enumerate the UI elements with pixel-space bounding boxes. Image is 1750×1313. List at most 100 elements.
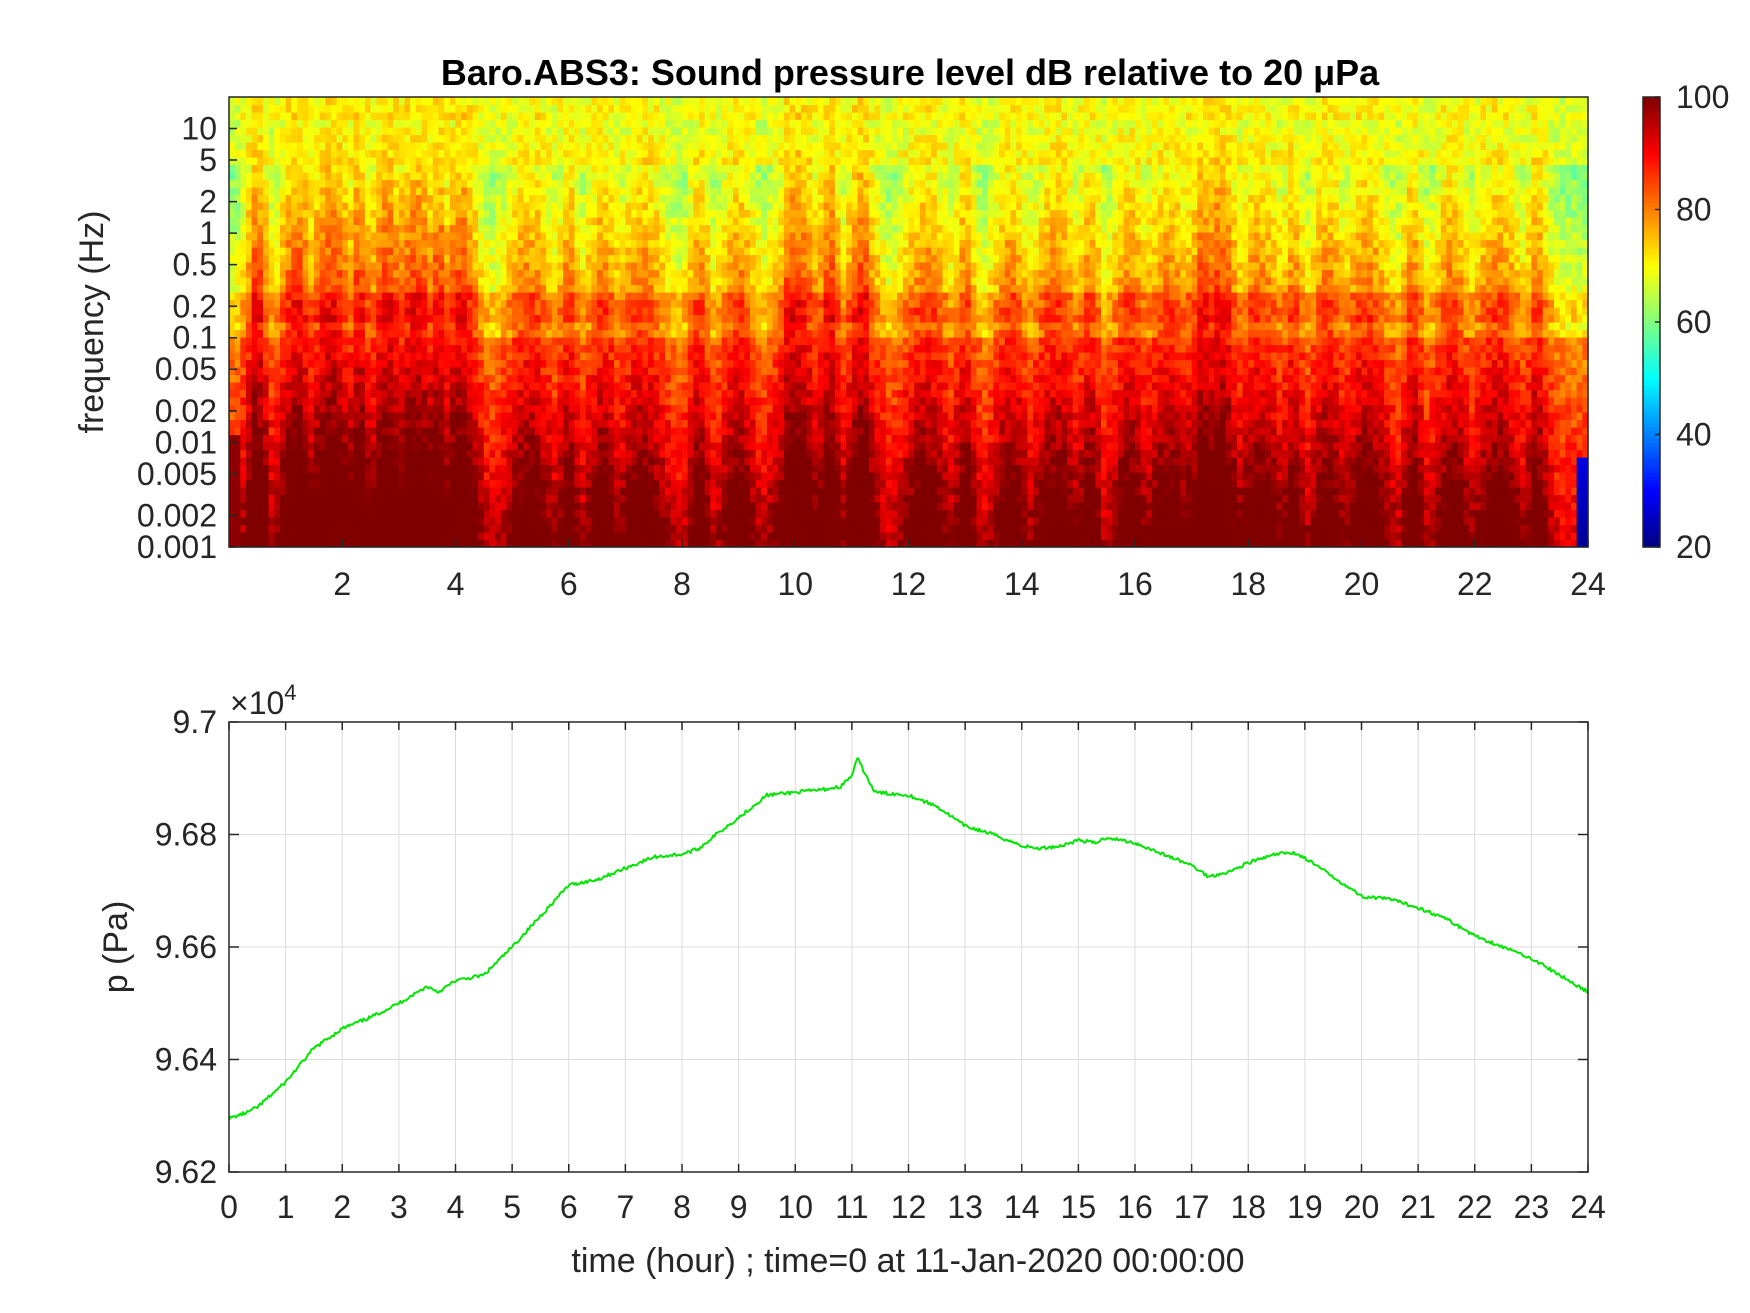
spectrogram-cell bbox=[432, 172, 440, 181]
spectrogram-cell bbox=[619, 374, 626, 383]
spectrogram-cell bbox=[500, 532, 508, 541]
spectrogram-cell bbox=[438, 412, 445, 421]
spectrogram-cell bbox=[585, 262, 592, 271]
spectrogram-cell bbox=[302, 404, 309, 413]
spectrogram-cell bbox=[336, 142, 343, 151]
spectrogram-cell bbox=[534, 307, 542, 316]
spectrogram-cell bbox=[432, 419, 440, 428]
spectrogram-cell bbox=[393, 397, 400, 406]
spectrogram-cell bbox=[268, 97, 275, 106]
spectrogram-cell bbox=[387, 284, 394, 293]
spectrogram-cell bbox=[693, 517, 700, 526]
spectrogram-cell bbox=[381, 292, 389, 301]
spectrogram-cell bbox=[472, 134, 479, 143]
spectrogram-cell bbox=[568, 307, 576, 316]
spectrogram-cell bbox=[245, 352, 253, 361]
spectrogram-cell bbox=[670, 419, 677, 428]
spectrogram-cell bbox=[517, 337, 525, 346]
spectrogram-cell bbox=[506, 284, 513, 293]
spectrogram-cell bbox=[308, 434, 315, 443]
spectrogram-cell bbox=[336, 172, 343, 181]
spectrogram-cell bbox=[517, 427, 525, 436]
spectrogram-cell bbox=[665, 134, 672, 143]
spectrogram-cell bbox=[262, 434, 270, 443]
spectrogram-cell bbox=[574, 359, 581, 368]
spectrogram-cell bbox=[659, 299, 666, 308]
spectrogram-cell bbox=[698, 442, 706, 451]
spectrogram-cell bbox=[302, 179, 309, 188]
spectrogram-cell bbox=[500, 224, 508, 233]
spectrogram-cell bbox=[563, 209, 570, 218]
spectrogram-cell bbox=[653, 344, 660, 353]
spectrogram-cell bbox=[648, 157, 655, 166]
spectrogram-cell bbox=[432, 457, 440, 466]
spectrogram-cell bbox=[472, 239, 479, 248]
spectrogram-cell bbox=[381, 269, 389, 278]
spectrogram-cell bbox=[330, 209, 338, 218]
spectrogram-cell bbox=[415, 479, 423, 488]
spectrogram-cell bbox=[529, 149, 536, 158]
spectrogram-cell bbox=[296, 389, 304, 398]
spectrogram-cell bbox=[251, 254, 258, 263]
spectrogram-cell bbox=[665, 382, 672, 391]
spectrogram-cell bbox=[245, 254, 253, 263]
spectrogram-cell bbox=[296, 292, 304, 301]
spectrogram-cell bbox=[682, 269, 689, 278]
spectrogram-cell bbox=[687, 142, 694, 151]
spectrogram-cell bbox=[546, 389, 553, 398]
spectrogram-cell bbox=[676, 239, 683, 248]
spectrogram-cell bbox=[534, 134, 542, 143]
spectrogram-cell bbox=[245, 104, 253, 113]
spectrogram-cell bbox=[381, 434, 389, 443]
spectrogram-cell bbox=[319, 487, 326, 496]
spectrogram-cell bbox=[308, 329, 315, 338]
spectrogram-cell bbox=[245, 367, 253, 376]
spectrogram-cell bbox=[449, 322, 457, 331]
spectrogram-cell bbox=[517, 487, 525, 496]
spectrogram-cell bbox=[608, 224, 615, 233]
spectrogram-cell bbox=[432, 292, 440, 301]
spectrogram-cell bbox=[495, 524, 502, 533]
spectrogram-cell bbox=[291, 112, 298, 121]
spectrogram-cell bbox=[455, 157, 462, 166]
spectrogram-cell bbox=[325, 112, 332, 121]
spectrogram-cell bbox=[285, 157, 292, 166]
spectrogram-cell bbox=[670, 359, 677, 368]
spectrogram-cell bbox=[466, 119, 474, 128]
spectrogram-cell bbox=[325, 479, 332, 488]
spectrogram-cell bbox=[619, 524, 626, 533]
spectrogram-cell bbox=[455, 149, 462, 158]
spectrogram-cell bbox=[563, 449, 570, 458]
spectrogram-cell bbox=[489, 329, 496, 338]
spectrogram-cell bbox=[670, 329, 677, 338]
spectrogram-cell bbox=[234, 472, 241, 481]
spectrogram-cell bbox=[512, 509, 519, 518]
spectrogram-cell bbox=[285, 142, 292, 151]
spectrogram-cell bbox=[466, 202, 474, 211]
spectrogram-cell bbox=[534, 397, 542, 406]
spectrogram-cell bbox=[648, 172, 655, 181]
spectrogram-cell bbox=[625, 449, 632, 458]
spectrogram-cell bbox=[466, 232, 474, 241]
spectrogram-cell bbox=[483, 209, 491, 218]
spectrogram-cell bbox=[415, 509, 423, 518]
spectrogram-cell bbox=[415, 134, 423, 143]
spectrogram-cell bbox=[693, 419, 700, 428]
spectrogram-cell bbox=[240, 224, 247, 233]
spectrogram-cell bbox=[336, 352, 343, 361]
spectrogram-cell bbox=[393, 434, 400, 443]
spectrogram-cell bbox=[330, 112, 338, 121]
spectrogram-cell bbox=[268, 374, 275, 383]
spectrogram-cell bbox=[472, 179, 479, 188]
spectrogram-cell bbox=[325, 247, 332, 256]
spectrogram-cell bbox=[648, 442, 655, 451]
spectrogram-cell bbox=[597, 457, 604, 466]
spectrogram-cell bbox=[608, 517, 615, 526]
spectrogram-cell bbox=[534, 472, 542, 481]
spectrogram-cell bbox=[523, 254, 530, 263]
spectrogram-cell bbox=[574, 487, 581, 496]
spectrogram-cell bbox=[359, 479, 366, 488]
spectrogram-cell bbox=[274, 427, 281, 436]
spectrogram-cell bbox=[500, 419, 508, 428]
spectrogram-cell bbox=[523, 524, 530, 533]
